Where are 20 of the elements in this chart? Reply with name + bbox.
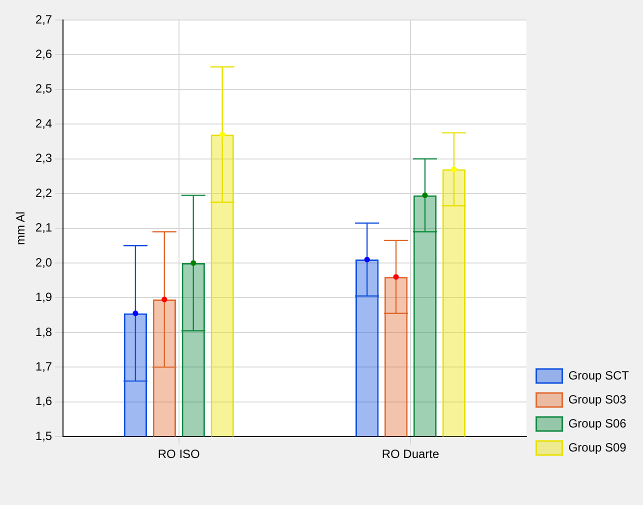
y-tick-label: 2,1 bbox=[35, 220, 52, 235]
legend-label: Group S03 bbox=[568, 392, 627, 406]
y-tick-label: 1,9 bbox=[35, 290, 52, 304]
legend-label: Group S09 bbox=[568, 440, 627, 454]
y-tick-label: 2,7 bbox=[35, 12, 52, 26]
y-tick-label: 2,4 bbox=[35, 116, 52, 130]
y-tick-label: 1,7 bbox=[35, 359, 52, 374]
y-tick-label: 2,5 bbox=[35, 82, 52, 96]
y-tick-label: 2,3 bbox=[35, 151, 52, 166]
y-tick-label: 2,6 bbox=[35, 47, 52, 62]
y-tick-label: 2,2 bbox=[35, 186, 52, 200]
y-tick-label: 1,5 bbox=[35, 428, 52, 443]
y-tick-label: 1,6 bbox=[35, 394, 52, 408]
y-tick-label: 1,8 bbox=[35, 324, 52, 339]
y-axis-title: mm Al bbox=[14, 212, 28, 245]
y-tick-label: 2,0 bbox=[35, 255, 52, 270]
legend-label: Group SCT bbox=[568, 368, 630, 382]
x-tick-label: RO ISO bbox=[158, 447, 200, 462]
x-tick-label: RO Duarte bbox=[382, 447, 440, 462]
legend-label: Group S06 bbox=[568, 416, 627, 430]
